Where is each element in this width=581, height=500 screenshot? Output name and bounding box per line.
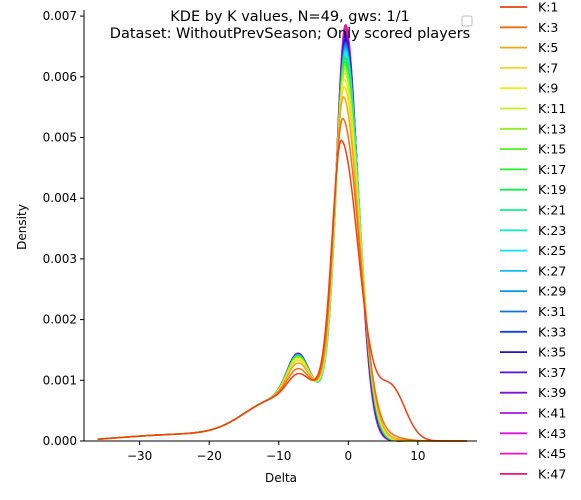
legend-label: K:47 (538, 466, 566, 481)
series-line-k-39 (97, 33, 467, 442)
y-axis-label: Density (15, 204, 29, 250)
y-tick-label: 0.001 (43, 373, 77, 387)
series-line-k-1 (97, 139, 467, 442)
legend-label: K:29 (538, 284, 566, 299)
y-tick-label: 0.005 (43, 130, 77, 144)
legend-label: K:45 (538, 446, 566, 461)
y-tick-label: 0.000 (43, 434, 77, 448)
x-axis-label: Delta (265, 471, 297, 485)
axes: −30 −20 −10 0 10 0.000 0.001 0.002 0.003 0.004 0.0… (43, 9, 477, 463)
plot-lines (97, 23, 467, 442)
legend-label: K:21 (538, 203, 566, 218)
legend-empty-marker (461, 15, 473, 27)
legend-label: K:35 (538, 345, 566, 360)
legend-label: K:13 (538, 121, 566, 136)
legend-label: K:1 (538, 0, 558, 15)
x-tick-label: −20 (197, 449, 222, 463)
y-tick-label: 0.004 (43, 191, 77, 205)
legend-label: K:39 (538, 385, 566, 400)
legend-label: K:41 (538, 406, 566, 421)
chart-title-line-2: Dataset: WithoutPrevSeason; Only scored … (110, 26, 470, 42)
x-tick-label: 10 (410, 449, 425, 463)
legend-label: K:19 (538, 182, 566, 197)
x-tick-label: −10 (266, 449, 291, 463)
legend-label: K:9 (538, 81, 558, 96)
legend-label: K:3 (538, 20, 558, 35)
y-tick-label: 0.006 (43, 70, 77, 84)
series-line-k-3 (97, 117, 467, 442)
x-tick-label: 0 (344, 449, 352, 463)
y-tick-label: 0.002 (43, 313, 77, 327)
legend-label: K:23 (538, 223, 566, 238)
legend: K:1 K:3 K:5 K:7 K:9 K:11 K:13 K:15 K:17 K:19 K:21 K… (500, 0, 566, 481)
legend-label: K:11 (538, 101, 566, 116)
legend-label: K:37 (538, 365, 566, 380)
legend-label: K:17 (538, 162, 566, 177)
series-line-k-45 (97, 26, 467, 442)
series-line-k-47 (97, 23, 467, 442)
legend-label: K:27 (538, 263, 566, 278)
chart-title-line-1: KDE by K values, N=49, gws: 1/1 (170, 9, 409, 25)
y-tick-label: 0.007 (43, 9, 77, 23)
series-line-k-43 (97, 28, 467, 442)
legend-label: K:33 (538, 324, 566, 339)
legend-label: K:7 (538, 60, 558, 75)
legend-label: K:15 (538, 142, 566, 157)
y-tick-label: 0.003 (43, 252, 77, 266)
legend-label: K:5 (538, 40, 558, 55)
legend-label: K:31 (538, 304, 566, 319)
x-tick-label: −30 (127, 449, 152, 463)
legend-label: K:25 (538, 243, 566, 258)
legend-label: K:43 (538, 426, 566, 441)
series-line-k-41 (97, 31, 467, 442)
